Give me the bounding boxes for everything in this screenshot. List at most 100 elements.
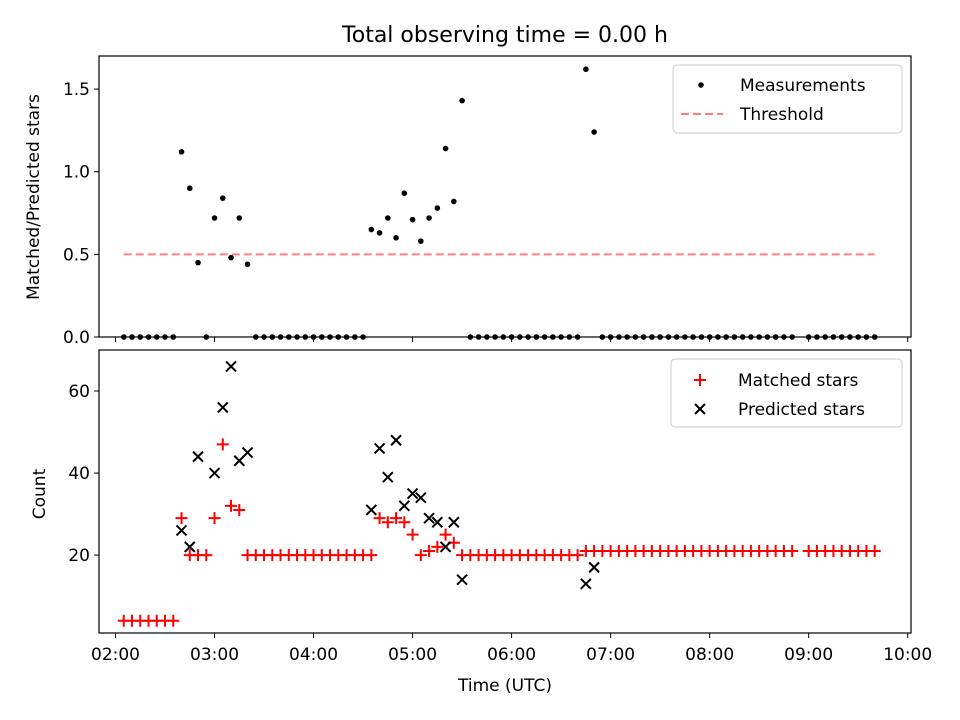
matched-stars-point — [233, 503, 246, 516]
measurements-point — [459, 97, 465, 104]
measurements-points-layer — [120, 66, 878, 340]
measurements-point — [739, 334, 746, 340]
matched-stars-point — [175, 512, 188, 525]
measurements-point — [360, 334, 366, 340]
legend-predicted-marker — [694, 403, 706, 415]
predicted-stars-point — [217, 401, 229, 414]
bottom-plot-area — [98, 349, 912, 634]
measurements-point — [591, 129, 597, 135]
bottom-panel: 20 40 60 02:00 03:00 04:00 05:00 06:00 07:00 08:… — [30, 349, 932, 696]
measurements-point — [277, 334, 284, 340]
measurements-point — [764, 334, 771, 340]
bottom-legend-box — [670, 358, 903, 428]
measurements-point — [756, 334, 762, 340]
measurements-point — [533, 334, 540, 340]
measurements-point — [574, 334, 581, 340]
measurements-point — [153, 334, 160, 340]
matched-stars-point — [216, 438, 229, 451]
x-tick-label: 02:00 — [91, 645, 140, 665]
measurements-point — [294, 334, 300, 340]
measurements-point — [632, 334, 639, 340]
measurements-point — [269, 334, 276, 340]
matched-stars-point — [431, 540, 444, 553]
predicted-stars-point — [175, 524, 188, 537]
predicted-stars-point — [241, 446, 254, 459]
top-legend-box — [672, 64, 903, 134]
measurements-point — [500, 334, 507, 340]
x-tick-label: 09:00 — [784, 645, 833, 665]
measurements-point — [195, 259, 201, 266]
measurements-point — [583, 66, 589, 73]
x-tick-label: 08:00 — [685, 645, 734, 665]
measurements-point — [467, 334, 474, 340]
measurements-point — [781, 334, 787, 340]
predicted-stars-point — [431, 516, 444, 528]
x-tick-label: 07:00 — [586, 645, 635, 665]
measurements-point — [120, 334, 127, 340]
legend-measurements-marker — [698, 82, 704, 88]
legend-predicted-label: Predicted stars — [738, 400, 865, 420]
measurements-point — [219, 195, 226, 201]
top-y-tick-label: 0.0 — [63, 328, 90, 348]
measurements-point — [855, 334, 861, 340]
measurements-point — [871, 334, 878, 340]
measurements-point — [261, 334, 267, 340]
matched-stars-point — [423, 544, 436, 557]
predicted-stars-point — [423, 512, 435, 524]
predicted-stars-point — [382, 471, 394, 483]
measurements-point — [434, 205, 441, 211]
predicted-stars-point — [415, 491, 427, 504]
measurements-point — [558, 334, 564, 340]
predicted-stars-point — [456, 573, 468, 586]
measurements-point — [723, 334, 729, 340]
predicted-stars-point — [588, 561, 600, 574]
top-y-axis-label: Matched/Predicted stars — [24, 94, 44, 300]
bottom-y-tick-label: 40 — [68, 464, 90, 484]
measurements-point — [847, 334, 853, 340]
measurements-point — [352, 334, 358, 340]
matched-stars-point — [868, 544, 881, 557]
x-axis-label: Time (UTC) — [457, 676, 552, 696]
matched-stars-point — [414, 549, 427, 562]
measurements-point — [302, 334, 309, 340]
count-points-layer — [117, 360, 881, 627]
measurements-point — [657, 334, 663, 340]
predicted-stars-point — [439, 541, 452, 553]
measurements-point — [236, 215, 243, 221]
measurements-point — [170, 334, 177, 340]
measurements-point — [252, 334, 259, 340]
measurements-point — [698, 334, 705, 340]
measurements-point — [715, 334, 721, 340]
matched-stars-point — [373, 512, 386, 525]
predicted-stars-point — [192, 450, 204, 463]
matched-stars-point — [406, 528, 419, 541]
measurements-point — [228, 254, 234, 261]
measurements-point — [376, 230, 383, 236]
matched-stars-point — [390, 512, 403, 525]
top-y-tick-label: 1.0 — [63, 163, 90, 183]
chart-title: Total observing time = 0.00 h — [341, 23, 668, 48]
bottom-x-ticks: 02:00 03:00 04:00 05:00 06:00 07:00 08:00 09:00… — [91, 633, 932, 665]
measurements-point — [426, 215, 432, 221]
bottom-y-axis-label: Count — [30, 468, 50, 519]
bottom-y-tick-label: 20 — [68, 546, 90, 566]
matched-stars-point — [398, 516, 411, 529]
measurements-point — [393, 235, 399, 241]
matched-stars-point — [571, 549, 584, 562]
measurements-point — [673, 334, 680, 340]
matched-stars-point — [208, 512, 221, 525]
matched-stars-point — [225, 499, 238, 512]
predicted-stars-point — [580, 578, 592, 590]
measurements-point — [690, 334, 696, 340]
measurements-point — [285, 334, 292, 340]
x-tick-label: 03:00 — [190, 645, 239, 665]
measurements-point — [517, 334, 523, 340]
predicted-stars-point — [390, 434, 402, 446]
measurements-point — [550, 334, 556, 340]
measurements-point — [830, 334, 837, 340]
measurements-point — [822, 334, 828, 340]
matched-stars-point — [439, 528, 452, 541]
measurements-point — [451, 198, 457, 205]
legend-matched-marker — [694, 374, 706, 386]
measurements-point — [244, 261, 251, 268]
